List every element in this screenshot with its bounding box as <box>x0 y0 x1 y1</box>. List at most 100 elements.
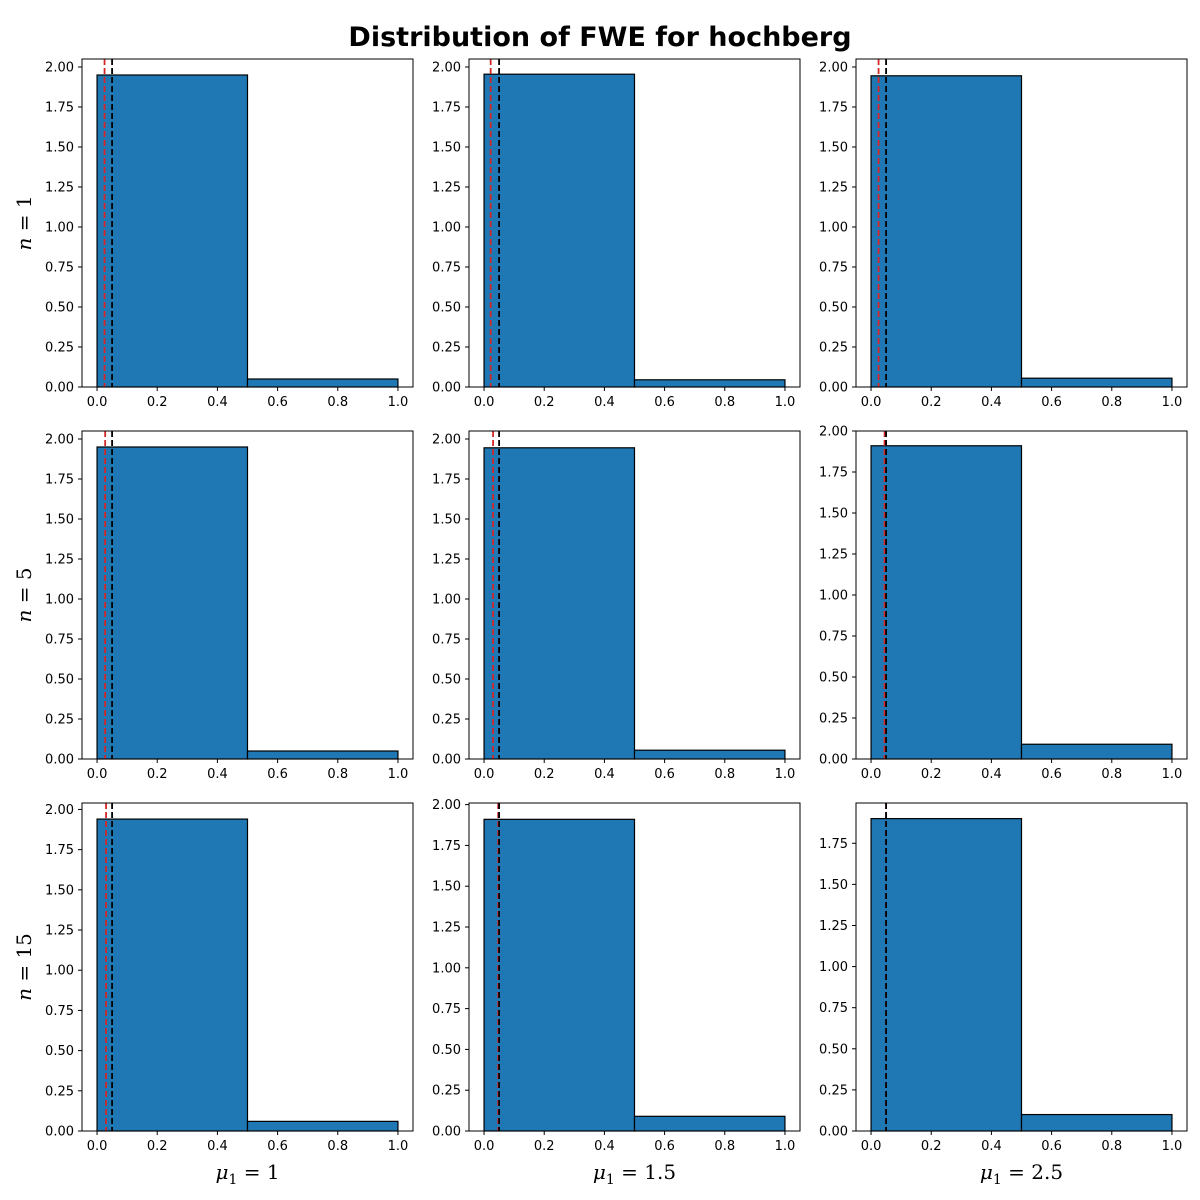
histogram-bar-2 <box>633 379 786 388</box>
y-tick-label: 1.25 <box>819 919 848 934</box>
subplot-r2c2: 0.0 0.2 0.4 0.6 0.8 1.0 0.00 0.25 0.50 0.75 1.00 1.… <box>432 430 801 782</box>
subplot-r1c2: 0.0 0.2 0.4 0.6 0.8 1.0 0.00 0.25 0.50 0.75 1.00 1.… <box>432 58 801 410</box>
y-tick-label: 2.00 <box>432 61 461 76</box>
x-tick-label: 0.6 <box>654 395 675 410</box>
x-tick-label: 0.0 <box>474 767 495 782</box>
y-tick-label: 2.00 <box>819 61 848 76</box>
y-tick-label: 1.50 <box>819 878 848 893</box>
y-tick-label: 1.25 <box>819 548 848 563</box>
x-tick-label: 0.2 <box>921 395 942 410</box>
x-tick-label: 0.4 <box>594 1139 615 1154</box>
histogram-bar-2 <box>1020 743 1173 760</box>
x-tick-label: 1.0 <box>388 1139 409 1154</box>
y-tick-label: 0.50 <box>819 671 848 686</box>
y-tick-label: 1.75 <box>45 101 74 116</box>
histogram-bar-2 <box>633 749 786 760</box>
y-tick-label: 0.50 <box>45 1044 74 1059</box>
row-labels: n = 1 n = 5 n = 15 <box>12 195 36 1000</box>
subplot-r1c3: 0.0 0.2 0.4 0.6 0.8 1.0 0.00 0.25 0.50 0.75 1.00 1.… <box>819 58 1188 410</box>
subplot-r3c1: 0.0 0.2 0.4 0.6 0.8 1.0 0.00 0.25 0.50 0.75 1.00 1.… <box>45 802 414 1154</box>
y-tick-label: 0.75 <box>45 261 74 276</box>
column-label-3: μ1 = 2.5 <box>980 1160 1063 1188</box>
x-tick-label: 0.0 <box>87 395 108 410</box>
histogram-bar-2 <box>246 750 399 760</box>
y-tick-label: 2.00 <box>432 433 461 448</box>
y-tick-label: 1.75 <box>819 466 848 481</box>
row-label-3: n = 15 <box>12 933 36 1001</box>
histogram-bar-1 <box>483 73 636 388</box>
y-tick-label: 0.50 <box>432 1043 461 1058</box>
x-tick-label: 0.2 <box>921 767 942 782</box>
histogram-bar-1 <box>483 447 636 760</box>
y-tick-label: 1.00 <box>819 960 848 975</box>
axes-frame <box>468 430 801 760</box>
y-tick-label: 0.75 <box>432 261 461 276</box>
y-tick-label: 0.00 <box>819 1125 848 1140</box>
y-tick-label: 1.25 <box>819 181 848 196</box>
x-tick-label: 0.2 <box>147 1139 168 1154</box>
x-tick-label: 0.8 <box>327 1139 348 1154</box>
subplot-grid: 0.0 0.2 0.4 0.6 0.8 1.0 0.00 0.25 0.50 0.75 1.00 1.… <box>45 58 1188 1154</box>
x-tick-label: 0.2 <box>534 395 555 410</box>
y-tick-label: 1.75 <box>432 473 461 488</box>
y-tick-label: 0.50 <box>45 673 74 688</box>
x-tick-label: 0.2 <box>534 767 555 782</box>
y-tick-label: 2.00 <box>45 433 74 448</box>
column-label-1: μ1 = 1 <box>215 1160 279 1188</box>
y-tick-label: 0.50 <box>819 301 848 316</box>
y-tick-label: 0.75 <box>819 261 848 276</box>
x-tick-label: 1.0 <box>388 395 409 410</box>
y-tick-label: 1.25 <box>432 181 461 196</box>
histogram-bar-1 <box>870 75 1023 388</box>
y-tick-label: 0.25 <box>45 1084 74 1099</box>
histogram-bar-1 <box>483 818 636 1132</box>
x-tick-label: 0.8 <box>327 395 348 410</box>
x-tick-label: 0.6 <box>1041 395 1062 410</box>
x-tick-label: 0.0 <box>87 1139 108 1154</box>
histogram-bar-1 <box>870 445 1023 760</box>
y-tick-label: 1.25 <box>45 553 74 568</box>
x-tick-label: 1.0 <box>388 767 409 782</box>
y-tick-label: 0.25 <box>819 712 848 727</box>
x-tick-label: 0.8 <box>1101 395 1122 410</box>
axes-frame <box>81 58 414 388</box>
y-tick-label: 1.00 <box>432 593 461 608</box>
subplot-r1c1: 0.0 0.2 0.4 0.6 0.8 1.0 0.00 0.25 0.50 0.75 1.00 1.… <box>45 58 414 410</box>
x-tick-label: 0.8 <box>714 767 735 782</box>
y-tick-label: 0.75 <box>819 1001 848 1016</box>
y-tick-label: 0.50 <box>45 301 74 316</box>
y-tick-label: 0.25 <box>819 1083 848 1098</box>
y-tick-label: 0.25 <box>45 341 74 356</box>
y-tick-label: 1.25 <box>432 553 461 568</box>
y-tick-label: 1.50 <box>45 141 74 156</box>
histogram-bar-2 <box>246 378 399 388</box>
axes-frame <box>855 58 1188 388</box>
x-tick-label: 1.0 <box>775 1139 796 1154</box>
y-tick-label: 1.75 <box>819 837 848 852</box>
x-tick-label: 0.0 <box>861 395 882 410</box>
y-tick-label: 1.75 <box>45 473 74 488</box>
figure-title: Distribution of FWE for hochberg <box>348 22 851 53</box>
y-tick-label: 0.00 <box>819 381 848 396</box>
y-tick-label: 0.50 <box>432 673 461 688</box>
x-tick-label: 0.4 <box>207 395 228 410</box>
x-tick-label: 0.6 <box>1041 767 1062 782</box>
y-tick-label: 0.00 <box>432 381 461 396</box>
x-tick-label: 0.6 <box>267 395 288 410</box>
y-tick-label: 0.75 <box>432 633 461 648</box>
axes-frame <box>81 430 414 760</box>
y-tick-label: 0.25 <box>432 713 461 728</box>
histogram-bar-1 <box>96 818 249 1132</box>
y-tick-label: 0.50 <box>432 301 461 316</box>
x-tick-label: 0.0 <box>861 1139 882 1154</box>
x-tick-label: 0.8 <box>714 395 735 410</box>
x-tick-label: 0.4 <box>594 767 615 782</box>
x-tick-label: 1.0 <box>1162 767 1183 782</box>
x-tick-label: 0.2 <box>147 767 168 782</box>
axes-frame <box>468 802 801 1132</box>
x-tick-label: 0.8 <box>714 1139 735 1154</box>
y-tick-label: 0.75 <box>432 1002 461 1017</box>
y-tick-label: 1.00 <box>819 589 848 604</box>
y-tick-label: 1.00 <box>45 964 74 979</box>
x-tick-label: 0.8 <box>1101 767 1122 782</box>
